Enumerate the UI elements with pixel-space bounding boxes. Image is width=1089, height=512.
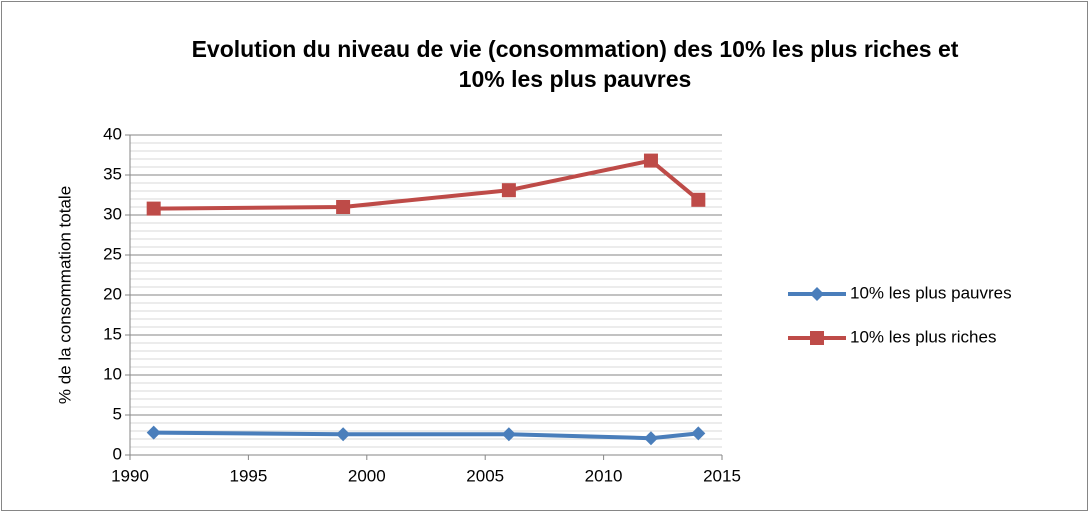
y-tick-label: 25 [103, 244, 122, 263]
marker [146, 425, 161, 440]
x-tick-label: 1990 [111, 466, 149, 485]
y-tick-label: 0 [113, 444, 122, 463]
y-tick-label: 20 [103, 284, 122, 303]
marker [336, 427, 351, 442]
x-tick-label: 2000 [348, 466, 386, 485]
marker [146, 201, 161, 216]
x-tick-label: 2010 [585, 466, 623, 485]
y-tick-label: 40 [103, 124, 122, 143]
y-tick-label: 5 [113, 404, 122, 423]
marker [501, 183, 516, 198]
y-tick-label: 30 [103, 204, 122, 223]
marker [643, 153, 658, 168]
y-tick-label: 15 [103, 324, 122, 343]
marker [691, 192, 706, 207]
marker [691, 426, 706, 441]
x-tick-label: 1995 [229, 466, 267, 485]
y-tick-label: 10 [103, 364, 122, 383]
marker [336, 200, 351, 214]
legend-label: 10% les plus pauvres [850, 283, 1012, 302]
chart-title: Evolution du niveau de vie (consommation… [191, 36, 959, 92]
legend-marker [810, 331, 824, 345]
legend-label: 10% les plus riches [850, 327, 996, 346]
y-tick-label: 35 [103, 164, 122, 183]
legend-marker [810, 287, 824, 301]
marker [643, 431, 658, 446]
y-axis-label: % de la consommation totale [55, 186, 74, 404]
x-tick-label: 2005 [466, 466, 504, 485]
x-tick-label: 2015 [703, 466, 741, 485]
marker [501, 427, 516, 442]
